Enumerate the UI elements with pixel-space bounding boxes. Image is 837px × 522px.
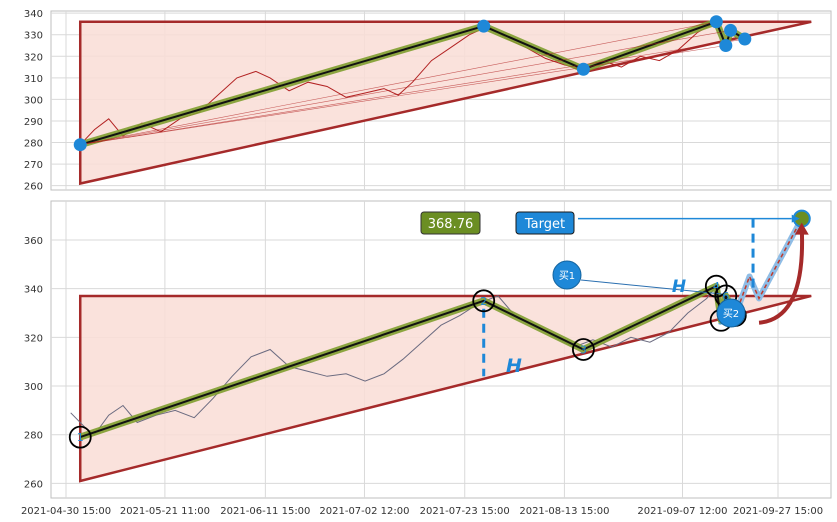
pivot-circle — [572, 338, 595, 361]
y-tick-label: 260 — [24, 479, 43, 490]
guide-line — [80, 45, 726, 146]
pivot-label: 2 — [480, 295, 487, 308]
buy2-marker — [716, 298, 746, 328]
y-tick-label: 310 — [24, 74, 43, 85]
pivot-label: 6 — [722, 290, 729, 303]
y-tick-label: 280 — [24, 431, 43, 442]
pivot-dot — [709, 15, 723, 29]
triangle-pattern — [78, 294, 812, 483]
bottom-panel: 260 280 300 320 340 360 2021-04-30 15:00 2021-0… — [21, 200, 832, 517]
buy2-label: 买2 — [723, 308, 739, 320]
pivot-dot — [477, 19, 491, 33]
y-tick-label: 320 — [24, 333, 43, 344]
x-tick-label: 2021-09-07 12:00 — [637, 506, 727, 517]
pivot-label: 4 — [713, 280, 720, 293]
guide-line — [80, 21, 717, 146]
y-tick-label: 290 — [24, 117, 43, 128]
target-arrow-head — [791, 214, 800, 223]
pivot-dot — [738, 32, 752, 46]
pivot-dot — [73, 138, 87, 152]
x-tick-label: 2021-05-21 11:00 — [120, 506, 210, 517]
y-tick-label: 340 — [24, 285, 43, 296]
pattern-leg-line — [79, 285, 737, 439]
price-line — [70, 284, 736, 436]
target-value-box — [420, 211, 481, 235]
y-tick-label: 340 — [24, 9, 43, 20]
y-tick-label: 300 — [24, 382, 43, 393]
y-tick-label: 300 — [24, 95, 43, 106]
target-value-label: 368.76 — [428, 217, 474, 232]
triangle-pattern — [78, 20, 812, 186]
y-tick-label: 320 — [24, 52, 43, 63]
buy1-pointer — [580, 279, 722, 295]
pivot-dot — [576, 62, 590, 76]
target-label-box — [515, 211, 575, 235]
y-tick-label: 270 — [24, 160, 43, 171]
buy1-label: 买1 — [559, 270, 575, 282]
annotations: 368.76 Target 买1 买2 H H — [420, 211, 746, 377]
projection-arrow-head — [794, 222, 809, 235]
buy1-marker — [552, 260, 582, 290]
target-label: Target — [524, 217, 565, 232]
guide-line — [80, 38, 745, 146]
y-tick-label: 280 — [24, 139, 43, 150]
projection-arrow — [758, 228, 805, 325]
x-tick-label: 2021-09-27 15:00 — [733, 506, 823, 517]
pivot-label: 3 — [580, 344, 587, 357]
y-tick-label: 360 — [24, 236, 43, 247]
top-panel: 260 270 280 290 300 310 320 330 340 — [24, 9, 832, 193]
pivot-circle — [472, 289, 496, 313]
x-tick-label: 2021-07-23 15:00 — [420, 506, 510, 517]
h-label-main: H — [506, 355, 522, 377]
pivot-dot — [719, 39, 733, 53]
pivot-circle — [68, 425, 92, 449]
y-tick-label: 330 — [24, 31, 43, 42]
pivot-dot — [724, 23, 738, 37]
x-tick-label: 2021-04-30 15:00 — [21, 506, 111, 517]
x-tick-label: 2021-08-13 15:00 — [519, 506, 609, 517]
guide-line — [80, 30, 731, 146]
x-tick-label: 2021-06-11 15:00 — [220, 506, 310, 517]
pivot-label: 1 — [77, 431, 84, 444]
x-tick-label: 2021-07-02 12:00 — [319, 506, 409, 517]
y-tick-label: 260 — [24, 182, 43, 193]
h-label-small: H — [672, 277, 686, 297]
